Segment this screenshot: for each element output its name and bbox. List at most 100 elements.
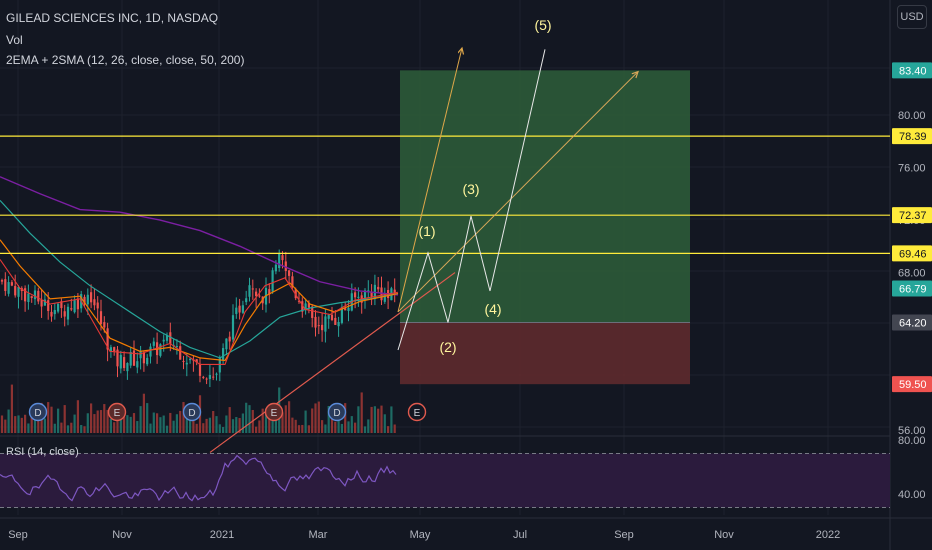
candle-body: [163, 340, 165, 342]
position-zones: [400, 70, 690, 384]
event-marker[interactable]: D: [30, 404, 47, 421]
volume-bar: [64, 405, 66, 433]
candle-body: [324, 316, 326, 331]
volume-bar: [67, 425, 69, 433]
volume-bar: [113, 422, 115, 433]
volume-bar: [387, 426, 389, 433]
event-marker[interactable]: E: [266, 404, 283, 421]
volume-bar: [288, 401, 290, 433]
price-label[interactable]: 78.39: [892, 128, 932, 144]
candle-body: [143, 352, 145, 363]
time-tick: 2022: [816, 529, 840, 541]
candle-body: [314, 317, 316, 328]
event-label: E: [114, 408, 121, 419]
volume-bar: [1, 415, 3, 433]
price-label[interactable]: 66.79: [892, 280, 932, 296]
volume-bar: [24, 415, 26, 433]
volume-bar: [93, 414, 95, 433]
volume-bar: [314, 403, 316, 433]
volume-bar: [159, 417, 161, 433]
volume-bar: [212, 411, 214, 433]
volume-bar: [206, 419, 208, 433]
candle-body: [126, 363, 128, 371]
rsi-legend[interactable]: RSI (14, close): [6, 446, 79, 458]
volume-bar: [156, 413, 158, 433]
price-label[interactable]: 69.46: [892, 245, 932, 261]
candle-body: [8, 282, 10, 294]
candle-body: [97, 303, 99, 309]
volume-bar: [50, 407, 52, 433]
volume-bar: [4, 420, 6, 433]
event-marker[interactable]: D: [184, 404, 201, 421]
time-axis[interactable]: Sep Nov 2021 Mar May Jul Sep Nov 2022: [8, 529, 840, 541]
volume-bar: [57, 409, 59, 433]
volume-bar: [90, 403, 92, 433]
volume-bar: [149, 424, 151, 433]
price-tick: 76.00: [898, 163, 926, 175]
volume-bar: [255, 427, 257, 433]
time-tick: May: [410, 529, 431, 541]
candle-body: [255, 292, 257, 296]
volume-bar: [321, 420, 323, 433]
candle-body: [354, 292, 356, 297]
time-tick: 2021: [210, 529, 234, 541]
volume-bar: [357, 406, 359, 433]
wave-label: (4): [484, 301, 501, 317]
symbol-title[interactable]: GILEAD SCIENCES INC, 1D, NASDAQ: [6, 11, 218, 25]
candlesticks: [1, 250, 396, 388]
price-label-text: 69.46: [899, 248, 927, 260]
price-label[interactable]: 83.40: [892, 62, 932, 78]
candle-body: [275, 265, 277, 272]
candle-body: [318, 325, 320, 326]
volume-bar: [130, 417, 132, 433]
candle-body: [209, 375, 211, 379]
volume-bar: [380, 406, 382, 433]
candle-body: [212, 377, 214, 378]
event-marker[interactable]: E: [109, 404, 126, 421]
volume-bar: [298, 425, 300, 433]
candle-body: [305, 303, 307, 308]
candle-body: [242, 305, 244, 313]
candle-body: [77, 298, 79, 309]
volume-bar: [305, 411, 307, 433]
price-label[interactable]: 64.20: [892, 314, 932, 330]
event-label: E: [271, 408, 278, 419]
rsi-tick: 40.00: [898, 489, 926, 501]
candle-body: [321, 325, 323, 330]
event-marker[interactable]: D: [329, 404, 346, 421]
volume-bar: [14, 416, 16, 433]
volume-bar: [361, 392, 363, 433]
candle-body: [202, 377, 204, 378]
volume-bar: [377, 409, 379, 433]
candle-body: [245, 298, 247, 302]
volume-bar: [364, 426, 366, 433]
candle-body: [64, 311, 66, 316]
volume-bar: [140, 406, 142, 433]
candle-body: [103, 322, 105, 327]
event-label: D: [333, 408, 340, 419]
candle-body: [347, 308, 349, 311]
volume-bar: [176, 414, 178, 433]
volume-bar: [173, 421, 175, 433]
price-tick: 68.00: [898, 268, 926, 280]
volume-bar: [77, 400, 79, 433]
candle-body: [235, 308, 237, 314]
sma-200: [0, 177, 398, 295]
candle-body: [331, 315, 333, 320]
currency-button[interactable]: USD: [897, 5, 927, 29]
price-label[interactable]: 59.50: [892, 376, 932, 392]
candle-body: [225, 339, 227, 350]
volume-bar: [219, 424, 221, 433]
volume-bar: [103, 404, 105, 433]
volume-legend[interactable]: Vol: [6, 33, 23, 47]
volume-bar: [44, 419, 46, 433]
price-label[interactable]: 72.37: [892, 207, 932, 223]
candle-body: [67, 307, 69, 320]
ma-legend[interactable]: 2EMA + 2SMA (12, 26, close, close, 50, 2…: [6, 53, 244, 67]
candle-body: [100, 311, 102, 324]
candle-body: [47, 300, 49, 311]
volume-bar: [341, 424, 343, 433]
price-axis[interactable]: 80.0076.0072.0068.0056.0083.4078.3972.37…: [892, 62, 932, 501]
event-marker[interactable]: E: [409, 404, 426, 421]
